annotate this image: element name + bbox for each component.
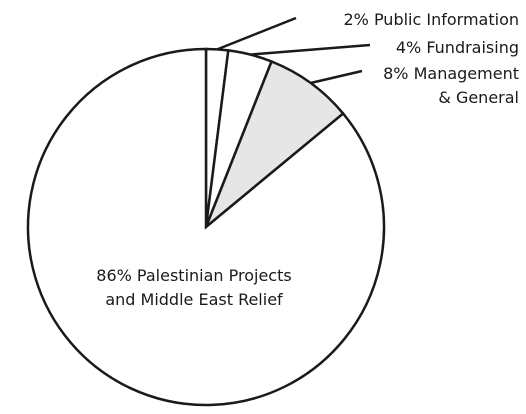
pie-slice-palestinian-projects-and-middle-east-relief <box>26 47 386 407</box>
leader-lines <box>216 16 371 85</box>
label-management-line2: & General <box>438 88 519 107</box>
leader-line-public-information <box>216 16 297 51</box>
label-fundraising: 4% Fundraising <box>396 38 519 57</box>
slices-layer <box>26 47 386 407</box>
leader-line-management-general <box>310 69 363 85</box>
label-management-line1: 8% Management <box>383 64 519 83</box>
label-projects-line1: 86% Palestinian Projects <box>96 266 291 285</box>
label-public-information: 2% Public Information <box>343 10 519 29</box>
leader-line-fundraising <box>250 43 371 56</box>
pie-slice-management-general <box>204 59 345 228</box>
label-projects-line2: and Middle East Relief <box>105 290 283 309</box>
